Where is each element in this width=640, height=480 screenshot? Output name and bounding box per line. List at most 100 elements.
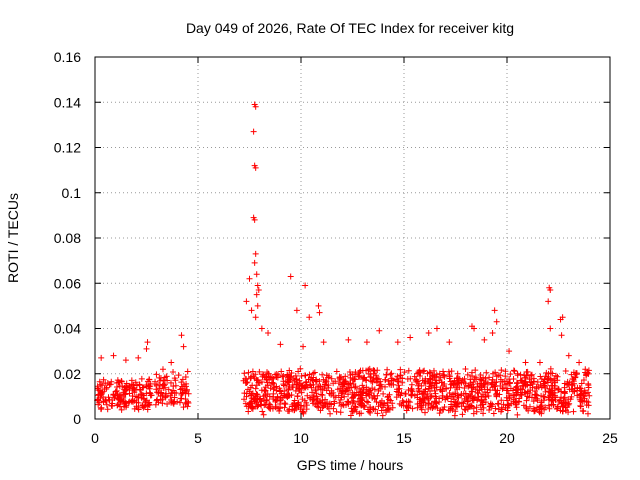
data-point [477, 371, 484, 378]
data-point [445, 368, 452, 375]
axis-ticks [94, 56, 611, 420]
data-point [349, 377, 356, 384]
data-point [273, 396, 280, 403]
data-point [153, 397, 160, 404]
data-point [447, 378, 454, 385]
data-point [584, 389, 591, 396]
data-point [152, 378, 159, 385]
data-point [540, 393, 547, 400]
data-point [351, 375, 358, 382]
data-point [505, 390, 512, 397]
data-point [264, 390, 271, 397]
data-point [538, 376, 545, 383]
data-point [523, 371, 530, 378]
data-point [171, 394, 178, 401]
data-point [491, 307, 498, 314]
data-point [568, 371, 575, 378]
data-point [448, 403, 455, 410]
data-point [135, 354, 142, 361]
data-point [524, 388, 531, 395]
data-point [516, 398, 523, 405]
data-point [274, 405, 281, 412]
data-point [347, 412, 354, 419]
data-point [347, 380, 354, 387]
data-point [319, 371, 326, 378]
data-point [310, 370, 317, 377]
data-point [430, 403, 437, 410]
data-point [260, 411, 267, 418]
data-point [251, 259, 258, 266]
data-point [136, 381, 143, 388]
data-point [361, 404, 368, 411]
data-point [343, 385, 350, 392]
y-tick-label: 0.1 [62, 185, 82, 201]
data-point [286, 408, 293, 415]
data-point [521, 380, 528, 387]
data-point [584, 410, 591, 417]
data-point [330, 405, 337, 412]
data-point [552, 396, 559, 403]
data-point [556, 397, 563, 404]
data-point [437, 374, 444, 381]
data-point [495, 401, 502, 408]
data-point [309, 377, 316, 384]
data-point [143, 345, 150, 352]
data-point [565, 409, 572, 416]
data-point [357, 388, 364, 395]
data-point [395, 382, 402, 389]
data-point [414, 394, 421, 401]
data-point [405, 367, 412, 374]
data-point [451, 412, 458, 419]
data-point [263, 397, 270, 404]
x-tick-label: 0 [91, 430, 99, 446]
data-point [513, 389, 520, 396]
data-point [258, 387, 265, 394]
data-point [246, 275, 253, 282]
data-point [548, 401, 555, 408]
data-point [290, 400, 297, 407]
data-point [439, 392, 446, 399]
data-point [98, 354, 105, 361]
data-point [547, 365, 554, 372]
data-point [288, 391, 295, 398]
data-point [326, 400, 333, 407]
data-point [105, 394, 112, 401]
data-point [432, 390, 439, 397]
data-point [307, 395, 314, 402]
y-tick-label: 0.16 [54, 49, 81, 65]
data-point [265, 404, 272, 411]
data-point [428, 392, 435, 399]
data-point [586, 392, 593, 399]
data-point [517, 391, 524, 398]
data-point [390, 381, 397, 388]
data-point [373, 398, 380, 405]
data-point [178, 332, 185, 339]
data-point [486, 374, 493, 381]
data-point [250, 128, 257, 135]
data-point [255, 287, 262, 294]
data-point [397, 372, 404, 379]
data-point [561, 388, 568, 395]
data-point [380, 390, 387, 397]
data-point [542, 373, 549, 380]
data-point [99, 382, 106, 389]
data-point [293, 384, 300, 391]
data-point [375, 375, 382, 382]
data-point [366, 392, 373, 399]
data-point [248, 405, 255, 412]
x-tick-label: 25 [602, 430, 618, 446]
data-point [522, 374, 529, 381]
data-point [447, 384, 454, 391]
data-point [284, 374, 291, 381]
data-point [113, 387, 120, 394]
data-point [335, 392, 342, 399]
data-point [551, 393, 558, 400]
y-tick-label: 0.14 [54, 94, 81, 110]
data-point [110, 392, 117, 399]
data-point [468, 402, 475, 409]
data-point [473, 404, 480, 411]
data-point [548, 382, 555, 389]
data-point [383, 409, 390, 416]
data-point [350, 398, 357, 405]
data-point [382, 383, 389, 390]
